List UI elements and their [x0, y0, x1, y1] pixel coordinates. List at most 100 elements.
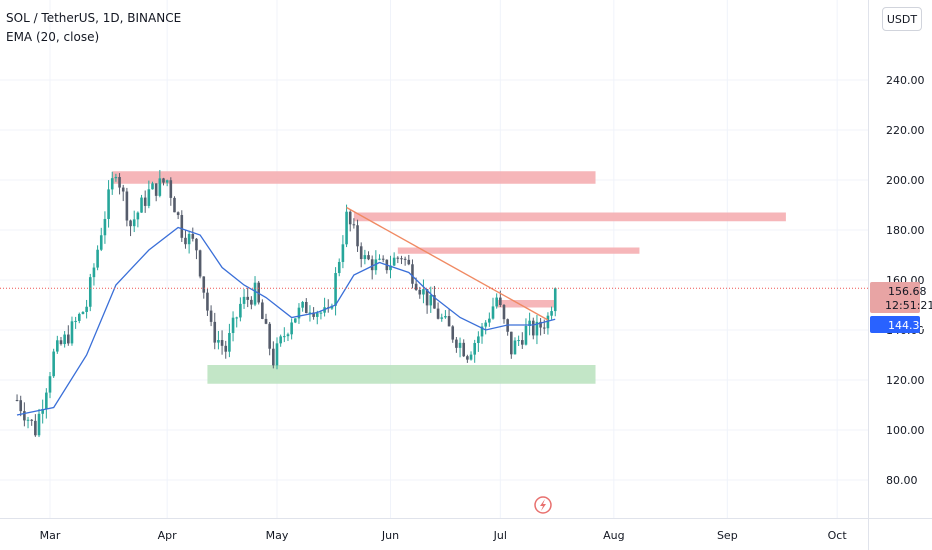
candle[interactable]: [286, 332, 290, 342]
resistance-zone[interactable]: [397, 247, 640, 254]
candle[interactable]: [422, 279, 425, 304]
candle[interactable]: [15, 394, 19, 402]
candle[interactable]: [114, 173, 118, 182]
candle[interactable]: [389, 255, 392, 279]
candle[interactable]: [41, 399, 44, 424]
candle[interactable]: [107, 180, 110, 228]
candle[interactable]: [323, 297, 326, 317]
price-axis[interactable]: 240.00220.00200.00180.00160.00140.00120.…: [886, 74, 925, 487]
candle[interactable]: [517, 335, 520, 346]
candle[interactable]: [23, 402, 26, 427]
candle[interactable]: [99, 227, 103, 252]
resistance-zone[interactable]: [353, 212, 786, 222]
candle[interactable]: [528, 312, 531, 336]
candle[interactable]: [345, 204, 348, 248]
candle[interactable]: [70, 316, 74, 346]
candle[interactable]: [488, 312, 491, 327]
candle[interactable]: [37, 408, 41, 438]
candle[interactable]: [88, 273, 92, 312]
candle[interactable]: [224, 340, 228, 359]
candle[interactable]: [370, 255, 374, 280]
candle[interactable]: [239, 297, 242, 322]
candle[interactable]: [510, 331, 513, 359]
ema-price-tag[interactable]: [870, 316, 920, 333]
candle[interactable]: [429, 286, 433, 313]
candle[interactable]: [491, 297, 495, 320]
candle[interactable]: [440, 313, 444, 322]
candle[interactable]: [180, 210, 184, 242]
candle[interactable]: [334, 267, 337, 316]
support-zone[interactable]: [207, 365, 596, 384]
candle[interactable]: [524, 318, 528, 346]
candle[interactable]: [63, 331, 66, 348]
candle[interactable]: [250, 296, 253, 310]
candle[interactable]: [103, 211, 107, 244]
candle[interactable]: [553, 287, 557, 317]
candle[interactable]: [513, 337, 517, 355]
candle[interactable]: [48, 372, 52, 399]
candle[interactable]: [228, 323, 231, 358]
candle[interactable]: [220, 330, 224, 355]
candle[interactable]: [92, 263, 96, 286]
candle[interactable]: [477, 331, 480, 352]
candle[interactable]: [52, 348, 55, 378]
candle[interactable]: [337, 258, 341, 277]
candle[interactable]: [165, 179, 169, 187]
currency-button[interactable]: USDT: [882, 7, 922, 31]
candle[interactable]: [85, 299, 88, 319]
candle[interactable]: [125, 187, 129, 227]
candle[interactable]: [407, 254, 411, 266]
candle[interactable]: [367, 251, 370, 261]
candle[interactable]: [198, 249, 202, 279]
candle[interactable]: [520, 332, 524, 349]
candle[interactable]: [34, 414, 37, 437]
candle[interactable]: [378, 254, 381, 261]
candle[interactable]: [110, 171, 114, 195]
candle[interactable]: [546, 312, 550, 335]
candle[interactable]: [217, 330, 220, 350]
indicator-label[interactable]: EMA (20, close): [6, 30, 100, 44]
candle[interactable]: [169, 177, 173, 206]
candle[interactable]: [304, 298, 308, 314]
candle[interactable]: [319, 310, 323, 320]
candle[interactable]: [173, 196, 176, 213]
lightning-icon[interactable]: [534, 496, 552, 514]
candle[interactable]: [348, 210, 352, 232]
candle[interactable]: [506, 318, 509, 336]
candle[interactable]: [392, 252, 396, 267]
candle[interactable]: [283, 327, 286, 343]
candle[interactable]: [374, 250, 378, 275]
candle[interactable]: [447, 308, 451, 327]
candle[interactable]: [206, 288, 209, 316]
candle[interactable]: [403, 256, 407, 266]
candle[interactable]: [121, 184, 125, 202]
candle[interactable]: [235, 316, 239, 328]
candle[interactable]: [301, 300, 304, 312]
symbol-title[interactable]: SOL / TetherUS, 1D, BINANCE: [6, 11, 182, 25]
candle[interactable]: [531, 317, 535, 340]
candle[interactable]: [162, 177, 165, 186]
candle[interactable]: [187, 230, 191, 254]
candle[interactable]: [158, 169, 162, 198]
last-price-tag[interactable]: [870, 282, 920, 313]
candle[interactable]: [77, 312, 81, 324]
candle[interactable]: [151, 181, 154, 190]
trendline[interactable]: [346, 206, 549, 321]
candle[interactable]: [26, 416, 30, 429]
candle[interactable]: [19, 395, 23, 417]
candle[interactable]: [59, 336, 63, 346]
candle[interactable]: [480, 322, 484, 344]
candle[interactable]: [246, 288, 250, 308]
candle[interactable]: [147, 180, 151, 209]
candle[interactable]: [495, 293, 498, 309]
time-axis[interactable]: Mar Apr May Jun Jul Aug Sep Oct: [40, 529, 848, 542]
candle[interactable]: [455, 337, 458, 353]
ema-line[interactable]: [16, 226, 556, 416]
candle[interactable]: [118, 173, 121, 195]
candle[interactable]: [462, 339, 466, 358]
candle[interactable]: [359, 242, 363, 268]
candle[interactable]: [264, 313, 268, 325]
candle[interactable]: [411, 259, 414, 289]
candle[interactable]: [67, 325, 70, 346]
candle[interactable]: [466, 354, 469, 363]
